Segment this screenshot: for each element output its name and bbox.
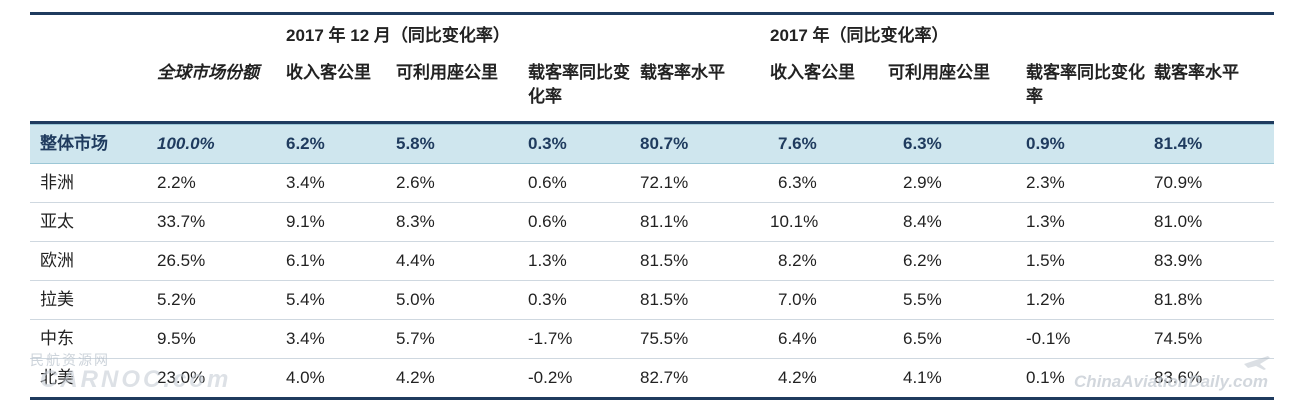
col-header-dec-plf-change: 载客率同比变化率 <box>528 63 630 106</box>
share-cell: 26.5% <box>157 251 206 270</box>
region-cell: 非洲 <box>40 173 74 192</box>
year-rpk-cell: 4.2% <box>778 368 817 387</box>
year-plf-change-cell: -0.1% <box>1026 329 1071 348</box>
dec-plf-cell: 81.5% <box>640 251 689 270</box>
share-cell: 23.0% <box>157 368 206 387</box>
dec-rpk-cell: 3.4% <box>286 173 325 192</box>
year-plf-cell: 83.9% <box>1154 251 1203 270</box>
watermark-carnoc: CARNOC.com <box>40 366 232 393</box>
table-row: 中东 9.5% 3.4% 5.7% -1.7% 75.5% 6.4% 6.5% … <box>30 320 1274 359</box>
dec-plf-cell: 75.5% <box>640 329 689 348</box>
dec-ask-cell: 8.3% <box>396 212 435 231</box>
table-row: 北美 23.0% 4.0% 4.2% -0.2% 82.7% 4.2% 4.1%… <box>30 359 1274 397</box>
table-row: 欧洲 26.5% 6.1% 4.4% 1.3% 81.5% 8.2% 6.2% … <box>30 242 1274 281</box>
year-rpk-cell: 7.6% <box>778 134 817 153</box>
share-cell: 2.2% <box>157 173 196 192</box>
dec-ask-cell: 2.6% <box>396 173 435 192</box>
year-rpk-cell: 6.4% <box>778 329 817 348</box>
year-ask-cell: 6.5% <box>903 329 942 348</box>
col-header-year-plf-change: 载客率同比变化率 <box>1026 63 1145 106</box>
year-plf-cell: 74.5% <box>1154 329 1203 348</box>
dec-rpk-cell: 5.4% <box>286 290 325 309</box>
year-plf-change-cell: 0.9% <box>1026 134 1065 153</box>
dec-plf-cell: 72.1% <box>640 173 689 192</box>
year-ask-cell: 8.4% <box>903 212 942 231</box>
table-row: 拉美 5.2% 5.4% 5.0% 0.3% 81.5% 7.0% 5.5% 1… <box>30 281 1274 320</box>
dec-rpk-cell: 4.0% <box>286 368 325 387</box>
year-plf-cell: 70.9% <box>1154 173 1203 192</box>
share-cell: 100.0% <box>157 134 215 153</box>
dec-plf-cell: 81.5% <box>640 290 689 309</box>
region-cell: 拉美 <box>40 290 74 309</box>
dec-ask-cell: 4.4% <box>396 251 435 270</box>
year-ask-cell: 6.2% <box>903 251 942 270</box>
region-cell: 北美 <box>40 368 74 387</box>
dec-plf-change-cell: -1.7% <box>528 329 573 348</box>
year-plf-change-cell: 2.3% <box>1026 173 1065 192</box>
year-plf-cell: 81.4% <box>1154 134 1203 153</box>
year-plf-change-cell: 1.2% <box>1026 290 1065 309</box>
region-cell: 中东 <box>40 329 74 348</box>
dec-rpk-cell: 6.2% <box>286 134 325 153</box>
year-rpk-cell: 6.3% <box>778 173 817 192</box>
share-cell: 9.5% <box>157 329 196 348</box>
dec-rpk-cell: 6.1% <box>286 251 325 270</box>
year-ask-cell: 4.1% <box>903 368 942 387</box>
col-header-dec-rpk: 收入客公里 <box>286 63 371 82</box>
dec-rpk-cell: 9.1% <box>286 212 325 231</box>
year-plf-change-cell: 1.3% <box>1026 212 1065 231</box>
dec-plf-change-cell: 0.3% <box>528 134 567 153</box>
group-header-december: 2017 年 12 月（同比变化率） <box>286 26 510 45</box>
year-ask-cell: 2.9% <box>903 173 942 192</box>
share-cell: 33.7% <box>157 212 206 231</box>
dec-plf-change-cell: 1.3% <box>528 251 567 270</box>
watermark-chinaaviationdaily: ChinaAviationDaily.com <box>1074 372 1268 391</box>
dec-ask-cell: 5.8% <box>396 134 435 153</box>
dec-ask-cell: 4.2% <box>396 368 435 387</box>
dec-rpk-cell: 3.4% <box>286 329 325 348</box>
traffic-table: 2017 年 12 月（同比变化率） 2017 年（同比变化率） 全球市场份额 … <box>30 12 1274 400</box>
dec-plf-cell: 82.7% <box>640 368 689 387</box>
col-header-year-rpk: 收入客公里 <box>770 63 855 82</box>
group-header-year: 2017 年（同比变化率） <box>770 26 949 45</box>
dec-ask-cell: 5.0% <box>396 290 435 309</box>
region-cell: 欧洲 <box>40 251 74 270</box>
dec-plf-cell: 81.1% <box>640 212 689 231</box>
col-header-year-ask: 可利用座公里 <box>888 63 990 82</box>
region-cell: 整体市场 <box>40 134 108 153</box>
year-plf-change-cell: 1.5% <box>1026 251 1065 270</box>
dec-plf-change-cell: 0.6% <box>528 212 567 231</box>
table-row: 亚太 33.7% 9.1% 8.3% 0.6% 81.1% 10.1% 8.4%… <box>30 203 1274 242</box>
year-plf-cell: 83.6% <box>1154 368 1203 387</box>
table-top-rule <box>30 12 1274 15</box>
col-header-year-plf: 载客率水平 <box>1154 63 1239 82</box>
year-ask-cell: 6.3% <box>903 134 942 153</box>
dec-plf-change-cell: 0.6% <box>528 173 567 192</box>
table-row: 非洲 2.2% 3.4% 2.6% 0.6% 72.1% 6.3% 2.9% 2… <box>30 164 1274 203</box>
region-cell: 亚太 <box>40 212 74 231</box>
year-rpk-cell: 8.2% <box>778 251 817 270</box>
dec-plf-cell: 80.7% <box>640 134 689 153</box>
year-ask-cell: 5.5% <box>903 290 942 309</box>
col-header-dec-plf: 载客率水平 <box>640 63 725 82</box>
col-header-dec-ask: 可利用座公里 <box>396 63 498 82</box>
header-group-row: 2017 年 12 月（同比变化率） 2017 年（同比变化率） <box>30 15 1274 55</box>
year-rpk-cell: 10.1% <box>770 212 819 231</box>
table-bottom-rule <box>30 397 1274 400</box>
dec-ask-cell: 5.7% <box>396 329 435 348</box>
dec-plf-change-cell: 0.3% <box>528 290 567 309</box>
dec-plf-change-cell: -0.2% <box>528 368 573 387</box>
col-header-share: 全球市场份额 <box>157 63 259 82</box>
total-row: 整体市场 100.0% 6.2% 5.8% 0.3% 80.7% 7.6% 6.… <box>30 124 1274 164</box>
share-cell: 5.2% <box>157 290 196 309</box>
year-plf-cell: 81.8% <box>1154 290 1203 309</box>
watermark-carnoc-cn: 民航资源网 <box>30 352 110 368</box>
header-rule <box>30 121 1274 124</box>
year-plf-cell: 81.0% <box>1154 212 1203 231</box>
header-column-row: 全球市场份额 收入客公里 可利用座公里 载客率同比变化率 载客率水平 收入客公里… <box>30 55 1274 121</box>
year-rpk-cell: 7.0% <box>778 290 817 309</box>
year-plf-change-cell: 0.1% <box>1026 368 1065 387</box>
plane-icon <box>1244 356 1270 370</box>
